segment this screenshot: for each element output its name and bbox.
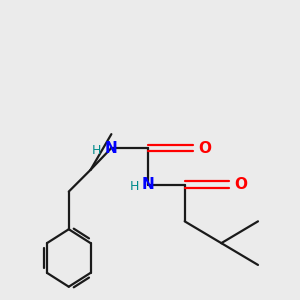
Text: O: O (198, 140, 211, 155)
Text: N: N (142, 177, 154, 192)
Text: O: O (235, 177, 248, 192)
Text: N: N (105, 140, 118, 155)
Text: H: H (130, 180, 139, 193)
Text: H: H (92, 143, 101, 157)
